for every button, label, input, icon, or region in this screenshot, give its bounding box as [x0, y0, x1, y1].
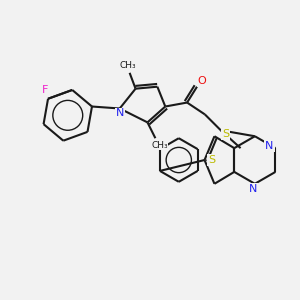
Text: F: F — [42, 85, 48, 95]
Text: S: S — [222, 129, 229, 139]
Text: N: N — [265, 141, 274, 151]
Text: S: S — [208, 155, 215, 165]
Text: N: N — [116, 108, 124, 118]
Text: CH₃: CH₃ — [119, 61, 136, 70]
Text: N: N — [249, 184, 257, 194]
Text: CH₃: CH₃ — [151, 141, 168, 150]
Text: O: O — [198, 76, 206, 86]
